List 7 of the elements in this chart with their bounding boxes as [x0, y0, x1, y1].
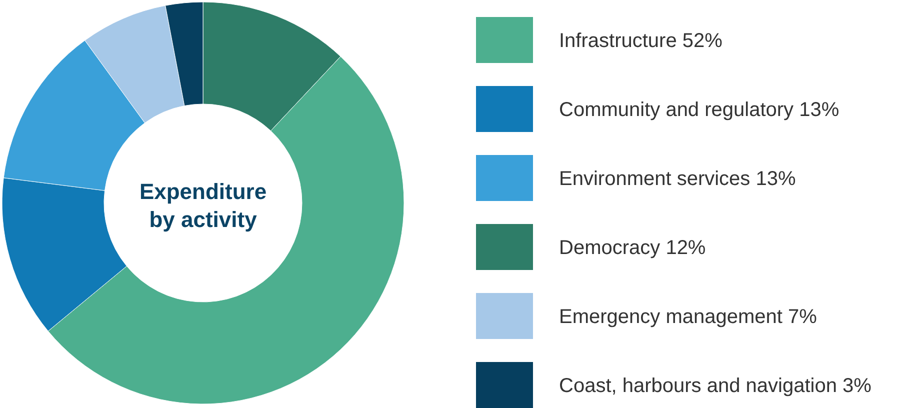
text: Expenditure by activity: [139, 179, 267, 232]
legend-label: Emergency management 7%: [559, 306, 818, 328]
legend-label: Democracy 12%: [559, 237, 706, 259]
legend-label: Infrastructure 52%: [559, 30, 723, 52]
legend-label: Community and regulatory 13%: [559, 99, 840, 121]
legend-label: Coast, harbours and navigation 3%: [559, 375, 872, 397]
legend-label: Environment services 13%: [559, 168, 796, 190]
